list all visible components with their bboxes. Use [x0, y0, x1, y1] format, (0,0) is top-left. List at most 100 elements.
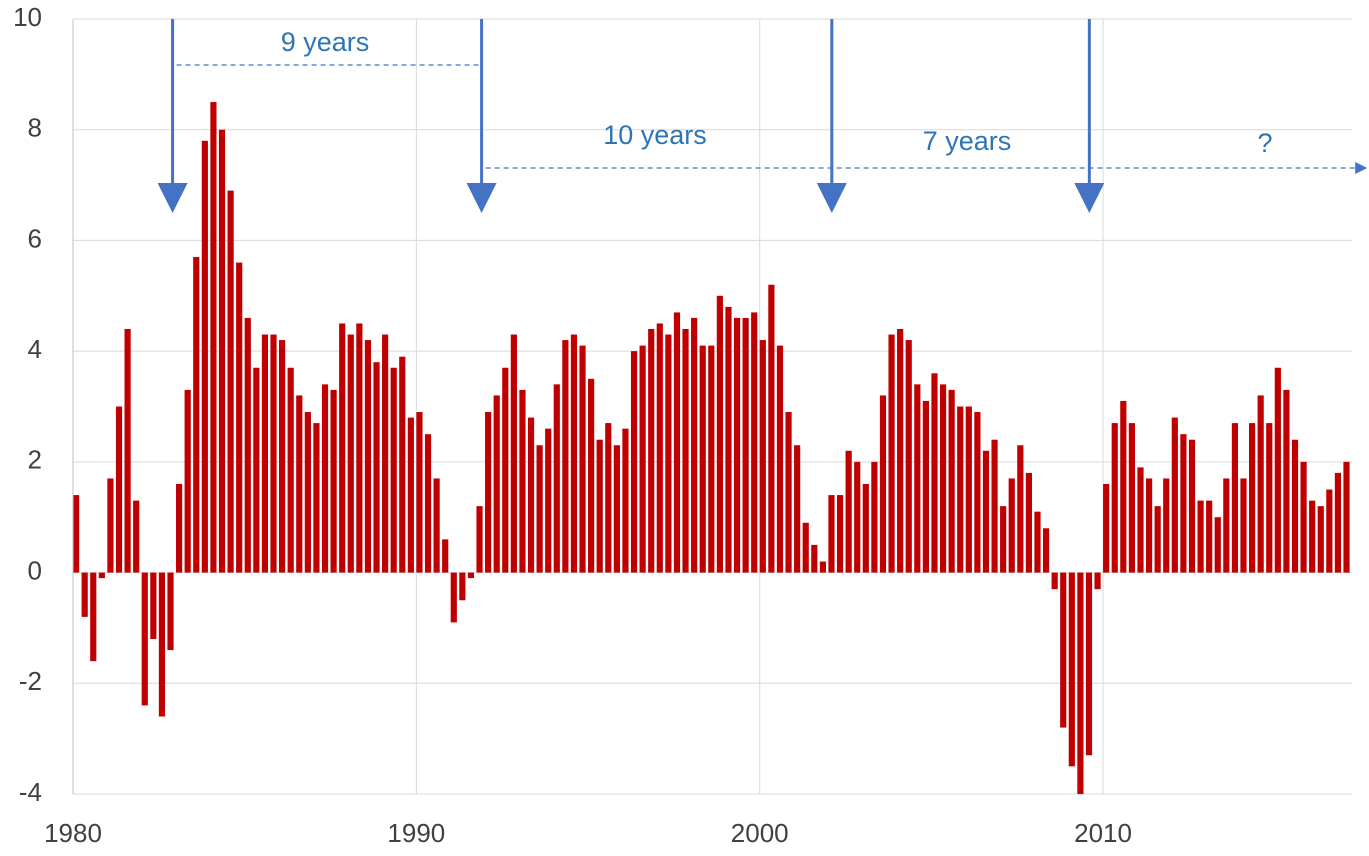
bar: [648, 329, 655, 573]
bar: [1180, 434, 1187, 573]
bar: [725, 306, 732, 573]
x-tick-label: 2010: [1074, 818, 1132, 848]
bar: [828, 495, 835, 573]
bar: [424, 434, 432, 573]
bar: [1283, 389, 1290, 573]
bar: [467, 572, 475, 579]
bar: [939, 384, 947, 573]
bar: [124, 329, 131, 573]
bar: [982, 450, 990, 573]
bar: [304, 412, 311, 573]
bar: [1240, 478, 1247, 573]
bar: [965, 406, 972, 573]
annotation: 9 years: [281, 27, 370, 57]
bar: [751, 312, 758, 573]
bar: [313, 423, 320, 573]
bar: [1317, 506, 1324, 573]
bar: [107, 478, 114, 573]
bar: [742, 317, 749, 573]
bar: [871, 461, 878, 573]
bar: [1042, 528, 1050, 573]
bar: [115, 406, 123, 573]
bar: [759, 340, 766, 573]
bar: [1223, 478, 1230, 573]
bar: [682, 329, 689, 573]
bar: [613, 445, 620, 573]
bar: [244, 317, 251, 573]
y-tick-label: 2: [28, 445, 42, 475]
bar: [570, 334, 578, 573]
bar: [948, 389, 955, 573]
bar: [485, 412, 492, 573]
bar: [1068, 572, 1075, 767]
bar: [1017, 445, 1024, 573]
bar: [1274, 367, 1281, 573]
bar: [236, 262, 243, 573]
bar: [1077, 572, 1084, 794]
bar: [1266, 423, 1273, 573]
bar: [261, 334, 269, 573]
bar: [957, 406, 964, 573]
bar: [73, 495, 80, 573]
bar: [339, 323, 346, 573]
bar: [347, 334, 354, 573]
bar: [476, 506, 483, 573]
bar: [1128, 423, 1135, 573]
bar: [785, 412, 792, 573]
bar: [665, 334, 672, 573]
bar: [630, 351, 638, 573]
bar: [1111, 423, 1118, 573]
bar: [1326, 489, 1333, 573]
bar: [90, 572, 97, 662]
annotation: 10 years: [603, 120, 707, 150]
bar: [527, 417, 535, 573]
bar: [1300, 461, 1307, 573]
bar: [1060, 572, 1067, 728]
bar: [1008, 478, 1015, 573]
bar: [991, 439, 998, 573]
bar: [914, 384, 921, 573]
annotation: 7 years: [923, 126, 1012, 156]
bar: [1188, 439, 1196, 573]
bar: [905, 340, 912, 573]
bar: [1103, 484, 1110, 573]
y-tick-label: 4: [28, 334, 42, 364]
bar: [708, 345, 715, 573]
bar: [1206, 500, 1213, 573]
bar: [390, 367, 397, 573]
bar: [931, 373, 938, 573]
bar: [1343, 461, 1350, 573]
bar: [897, 329, 904, 573]
bar: [218, 129, 226, 573]
bar: [673, 312, 681, 573]
bar: [922, 400, 929, 573]
bar: [1197, 500, 1204, 573]
y-tick-label: 8: [28, 113, 42, 143]
bar: [433, 478, 440, 573]
bar: [1163, 478, 1170, 573]
bar: [330, 389, 337, 573]
bar: [536, 445, 543, 573]
bar: [888, 334, 895, 573]
y-tick-label: -2: [19, 666, 42, 696]
bar: [588, 378, 595, 573]
bar: [553, 384, 560, 573]
bar: [279, 340, 286, 573]
bar: [201, 140, 208, 573]
bar: [605, 423, 612, 573]
bar: [158, 572, 166, 717]
bar: [1025, 472, 1032, 573]
bar: [1034, 511, 1041, 573]
bar: [210, 102, 217, 573]
bar: [193, 257, 200, 573]
bar: [150, 572, 157, 639]
bar: [862, 484, 869, 573]
y-tick-label: 10: [13, 2, 42, 32]
bar: [510, 334, 517, 573]
bar: [1214, 517, 1221, 573]
x-tick-label: 2000: [731, 818, 789, 848]
bar: [98, 572, 105, 579]
x-tick-label: 1980: [44, 818, 102, 848]
bar: [656, 323, 663, 573]
y-tick-label: -4: [19, 777, 42, 807]
